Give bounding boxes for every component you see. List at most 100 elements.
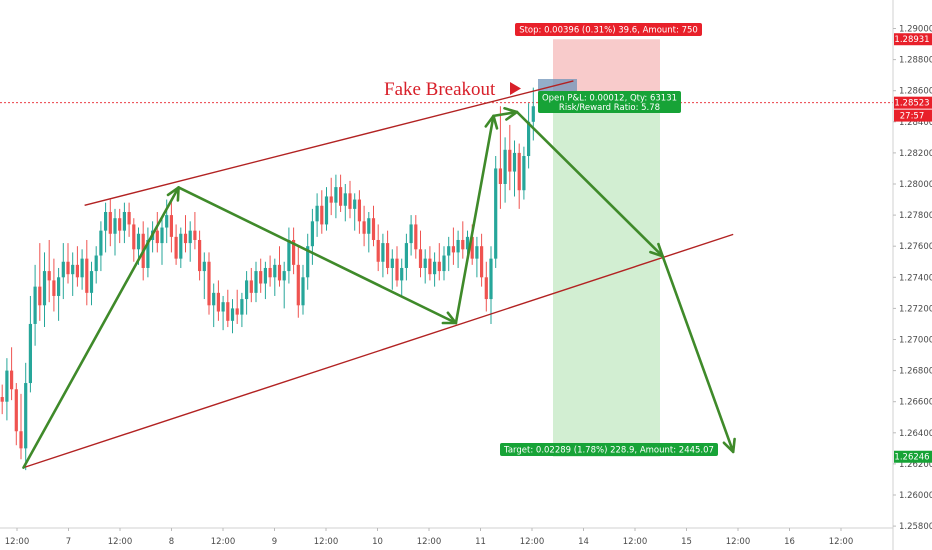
candle-body bbox=[376, 239, 380, 262]
candle-body bbox=[339, 187, 343, 206]
candle-body bbox=[334, 187, 338, 203]
y-tick-label: 1.29000 bbox=[899, 25, 932, 35]
y-tick-label: 1.27400 bbox=[899, 273, 932, 283]
candle-body bbox=[451, 246, 455, 253]
candles-group bbox=[0, 87, 535, 471]
y-tick-label: 1.27000 bbox=[899, 336, 932, 346]
y-tick-label: 1.26600 bbox=[899, 398, 932, 408]
y-tick-label: 1.28600 bbox=[899, 87, 932, 97]
candle-body bbox=[268, 267, 272, 278]
candle-body bbox=[198, 239, 202, 272]
candle-body bbox=[221, 302, 225, 312]
candle-body bbox=[465, 236, 470, 250]
candle-body bbox=[212, 292, 216, 306]
candle-body bbox=[390, 258, 394, 268]
candle-body bbox=[512, 152, 517, 172]
candle-body bbox=[160, 227, 164, 244]
fake-breakout-label: Fake Breakout bbox=[384, 79, 496, 100]
x-tick-label: 10 bbox=[372, 537, 383, 547]
x-tick-label: 12:00 bbox=[108, 537, 133, 547]
channel-line-lower bbox=[23, 233, 734, 469]
candle-body bbox=[57, 277, 61, 296]
candle-body bbox=[249, 280, 253, 293]
candle-body bbox=[235, 308, 239, 315]
candle-body bbox=[428, 258, 432, 275]
candle-body bbox=[52, 280, 56, 296]
candle-body bbox=[108, 211, 112, 234]
candle-body bbox=[188, 230, 192, 244]
candle-body bbox=[99, 230, 103, 256]
trend-arrow-segment bbox=[454, 114, 495, 325]
price-badge-text: 1.28523 bbox=[894, 99, 929, 109]
y-tick-label: 1.25800 bbox=[899, 522, 932, 532]
target-box-text: Target: 0.02289 (1.78%) 228.9, Amount: 2… bbox=[503, 446, 714, 456]
y-tick-label: 1.26000 bbox=[899, 491, 932, 501]
candle-body bbox=[475, 246, 479, 259]
price-badge bbox=[894, 33, 932, 46]
candle-body bbox=[418, 249, 423, 268]
candle-body bbox=[165, 215, 169, 228]
candle-body bbox=[71, 264, 75, 275]
candle-body bbox=[531, 106, 535, 122]
candle-body bbox=[306, 246, 310, 278]
candle-body bbox=[423, 258, 427, 268]
candle-body bbox=[437, 261, 441, 272]
y-tick-label: 1.28000 bbox=[899, 180, 932, 190]
y-tick-label: 1.26400 bbox=[899, 429, 932, 439]
candle-body bbox=[42, 271, 47, 306]
candle-body bbox=[174, 236, 178, 259]
x-tick-label: 12:00 bbox=[5, 537, 30, 547]
x-tick-label: 15 bbox=[681, 537, 692, 547]
target-box bbox=[500, 443, 718, 456]
candle-body bbox=[47, 271, 51, 281]
x-tick-label: 12:00 bbox=[726, 537, 751, 547]
candle-body bbox=[353, 199, 357, 209]
candle-body bbox=[254, 271, 258, 293]
candle-body bbox=[470, 236, 474, 259]
candle-body bbox=[38, 286, 42, 306]
x-tick-label: 12:00 bbox=[211, 537, 236, 547]
candle-body bbox=[409, 224, 413, 244]
candle-body bbox=[301, 277, 305, 306]
candle-body bbox=[273, 264, 277, 278]
y-tick-label: 1.27800 bbox=[899, 211, 932, 221]
candle-body bbox=[0, 397, 4, 402]
candle-body bbox=[498, 168, 502, 184]
pnl-box bbox=[538, 91, 681, 113]
candle-body bbox=[395, 258, 399, 281]
candle-body bbox=[259, 271, 263, 284]
candle-body bbox=[484, 277, 488, 300]
target-zone bbox=[553, 100, 660, 457]
candle-body bbox=[118, 218, 122, 231]
candle-body bbox=[230, 308, 235, 321]
candle-body bbox=[10, 370, 14, 390]
y-tick-label: 1.28400 bbox=[899, 118, 932, 128]
x-tick-label: 8 bbox=[169, 537, 174, 547]
x-tick-label: 12:00 bbox=[623, 537, 648, 547]
candle-body bbox=[122, 211, 126, 231]
trend-arrow-segment bbox=[492, 110, 519, 118]
candle-body bbox=[503, 149, 507, 184]
y-tick-label: 1.27600 bbox=[899, 242, 932, 252]
candle-body bbox=[367, 218, 371, 234]
price-badge bbox=[894, 96, 932, 109]
y-tick-label: 1.28200 bbox=[899, 149, 932, 159]
candle-body bbox=[508, 149, 512, 172]
candle-body bbox=[263, 267, 267, 284]
candle-body bbox=[400, 267, 404, 281]
candle-body bbox=[179, 233, 183, 259]
candle-body bbox=[155, 230, 159, 244]
fake-breakout-marker bbox=[510, 82, 521, 95]
x-tick-label: 7 bbox=[66, 537, 71, 547]
arrow-head bbox=[722, 437, 736, 454]
candle-body bbox=[169, 215, 173, 237]
candle-body bbox=[494, 168, 498, 259]
candle-body bbox=[433, 261, 437, 275]
candle-body bbox=[80, 258, 84, 278]
candle-body bbox=[442, 255, 446, 272]
trend-arrow-segment bbox=[515, 110, 665, 258]
pnl-box-line1: Open P&L: 0.00012, Qty: 63131 bbox=[542, 94, 677, 104]
candle-body bbox=[320, 205, 324, 225]
